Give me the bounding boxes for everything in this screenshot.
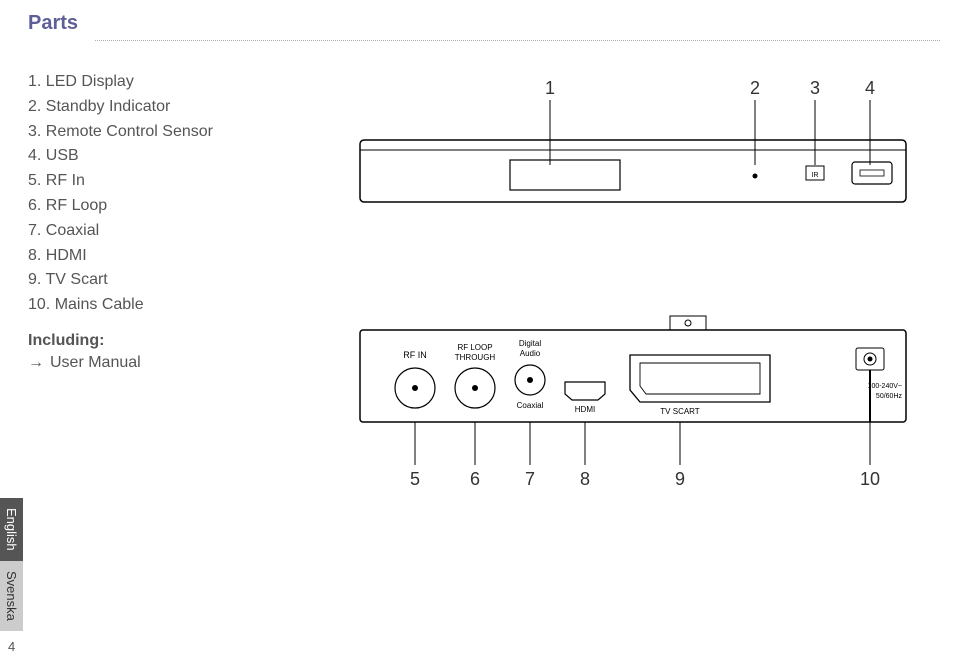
including-section: Including: →User Manual [28, 332, 141, 372]
svg-text:Coaxial: Coaxial [517, 401, 544, 410]
svg-text:50/60Hz: 50/60Hz [876, 393, 903, 400]
page-title: Parts [28, 12, 78, 35]
svg-text:TV SCART: TV SCART [660, 407, 700, 416]
front-view: 1 2 3 4 IR [360, 78, 906, 202]
page-number: 4 [0, 631, 28, 664]
title-divider [95, 40, 940, 41]
device-diagram: 1 2 3 4 IR [340, 70, 930, 550]
rear-view: RF IN RF LOOP THROUGH Digital Audio Coax… [360, 316, 906, 489]
svg-text:Digital: Digital [519, 339, 541, 348]
svg-text:6: 6 [470, 469, 480, 489]
svg-text:RF LOOP: RF LOOP [457, 343, 492, 352]
svg-text:RF IN: RF IN [403, 350, 427, 360]
svg-text:5: 5 [410, 469, 420, 489]
svg-text:9: 9 [675, 469, 685, 489]
svg-text:10: 10 [860, 469, 880, 489]
svg-text:3: 3 [810, 78, 820, 98]
tab-english[interactable]: English [0, 498, 23, 561]
tab-svenska[interactable]: Svenska [0, 561, 23, 631]
svg-text:IR: IR [812, 172, 819, 179]
svg-text:4: 4 [865, 78, 875, 98]
parts-list: 1. LED Display 2. Standby Indicator 3. R… [28, 70, 213, 318]
svg-text:Audio: Audio [520, 349, 541, 358]
svg-text:THROUGH: THROUGH [455, 353, 496, 362]
svg-text:7: 7 [525, 469, 535, 489]
svg-text:1: 1 [545, 78, 555, 98]
svg-text:HDMI: HDMI [575, 405, 595, 414]
svg-text:100-240V~: 100-240V~ [868, 383, 902, 390]
svg-text:8: 8 [580, 469, 590, 489]
svg-text:2: 2 [750, 78, 760, 98]
language-tabs: English Svenska 4 [0, 498, 28, 664]
